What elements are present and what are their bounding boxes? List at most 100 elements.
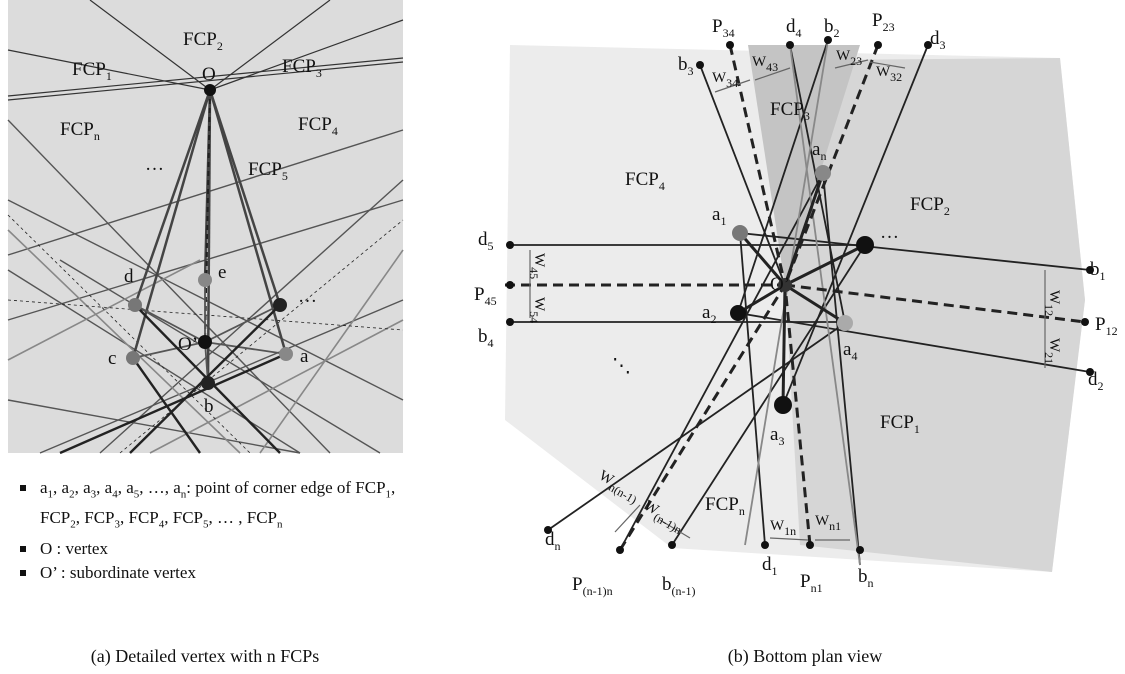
label: … xyxy=(298,286,317,307)
label: c xyxy=(108,348,116,369)
subscript: n xyxy=(94,129,100,143)
subscript: 2 xyxy=(834,26,840,40)
label-text: b xyxy=(678,54,688,75)
label: O xyxy=(202,64,216,85)
subscript: 4 xyxy=(332,124,338,138)
subscript: 34 xyxy=(726,76,738,90)
legend-text: , FCP xyxy=(120,508,159,527)
subscript: 2 xyxy=(217,39,223,53)
subscript: 2 xyxy=(710,312,716,326)
label: P(n-1)n xyxy=(572,574,613,598)
subscript: 21 xyxy=(1042,352,1056,364)
point xyxy=(856,236,874,254)
label: b1 xyxy=(1090,259,1106,283)
label: d1 xyxy=(762,554,778,578)
label-text: b xyxy=(204,396,214,417)
subscript: 3 xyxy=(316,66,322,80)
legend-text: , a xyxy=(75,478,91,497)
label-text: P xyxy=(800,571,811,592)
label-text: b xyxy=(662,574,672,595)
label-text: d xyxy=(762,554,772,575)
label-text: FCP xyxy=(625,169,659,190)
subscript: 2 xyxy=(944,204,950,218)
label: O’ xyxy=(770,274,790,295)
subscript: (n-1)n xyxy=(583,584,613,598)
subscript: 45 xyxy=(527,267,541,279)
subscript: 1 xyxy=(1100,269,1106,283)
point xyxy=(616,546,624,554)
label-text: W xyxy=(531,297,547,312)
label-text: W xyxy=(1046,338,1062,353)
label-text: d xyxy=(478,229,488,250)
label: d2 xyxy=(1088,369,1104,393)
label-text: O’ xyxy=(178,334,198,355)
legend-item: a1, a2, a3, a4, a5, …, an: point of corn… xyxy=(18,476,408,537)
legend-text: , FCP xyxy=(164,508,203,527)
legend-text: , a xyxy=(53,478,69,497)
legend-item: O : vertex xyxy=(18,537,408,561)
point xyxy=(668,541,676,549)
legend: a1, a2, a3, a4, a5, …, an: point of corn… xyxy=(18,476,408,585)
subscript: 4 xyxy=(796,26,802,40)
label-text: FCP xyxy=(298,114,332,135)
subscript: n xyxy=(868,576,874,590)
label-text: … xyxy=(880,222,899,243)
point xyxy=(774,396,792,414)
subscript: n xyxy=(277,519,283,531)
label-text: b xyxy=(478,326,488,347)
label-text: P xyxy=(474,284,485,305)
point xyxy=(856,546,864,554)
subscript: n xyxy=(555,539,561,553)
label-text: d xyxy=(930,28,940,49)
label-text: FCP xyxy=(282,56,316,77)
label: ⋱ xyxy=(612,356,631,377)
caption: (b) Bottom plan view xyxy=(640,646,970,667)
point xyxy=(761,541,769,549)
subscript: 4 xyxy=(851,349,857,363)
label: d xyxy=(124,266,134,287)
label: b xyxy=(204,396,214,417)
point xyxy=(506,281,514,289)
label-text: ⋱ xyxy=(612,356,631,377)
label: b(n-1) xyxy=(662,574,696,598)
point xyxy=(506,241,514,249)
label-text: FCP xyxy=(183,29,217,50)
subscript: (n-1) xyxy=(672,584,696,598)
subscript: 12 xyxy=(1106,324,1118,338)
label-text: W xyxy=(770,518,785,534)
subscript: 12 xyxy=(1042,304,1056,316)
label: d4 xyxy=(786,16,802,40)
label-text: e xyxy=(218,262,226,283)
label-text: FCP xyxy=(880,412,914,433)
label-text: O’ xyxy=(770,274,790,295)
label: P23 xyxy=(872,10,895,34)
subscript: 5 xyxy=(488,239,494,253)
subscript: 43 xyxy=(766,60,778,74)
line xyxy=(783,285,785,405)
point xyxy=(696,61,704,69)
label-text: FCP xyxy=(248,159,282,180)
label-text: P xyxy=(872,10,883,31)
legend-text: O : vertex xyxy=(40,539,108,558)
vertex-point xyxy=(198,335,212,349)
caption: (a) Detailed vertex with n FCPs xyxy=(40,646,370,667)
subscript: 4 xyxy=(659,179,665,193)
label-text: d xyxy=(786,16,796,37)
label-text: d xyxy=(1088,369,1098,390)
label: bn xyxy=(858,566,874,590)
label-text: d xyxy=(545,529,555,550)
vertex-point xyxy=(128,298,142,312)
label-text: P xyxy=(712,16,723,37)
subscript: 3 xyxy=(940,38,946,52)
subscript: 23 xyxy=(850,54,862,68)
label-text: … xyxy=(145,154,164,175)
label-text: FCP xyxy=(910,194,944,215)
vertex-point xyxy=(198,273,212,287)
subscript: n1 xyxy=(811,581,823,595)
subscript: 32 xyxy=(890,70,902,84)
subscript: n xyxy=(739,504,745,518)
point xyxy=(824,36,832,44)
page: FCP1FCP2FCP3FCPnFCP4FCP5O…de…cO’abP34d4b… xyxy=(0,0,1125,674)
label: P34 xyxy=(712,16,735,40)
point xyxy=(506,318,514,326)
